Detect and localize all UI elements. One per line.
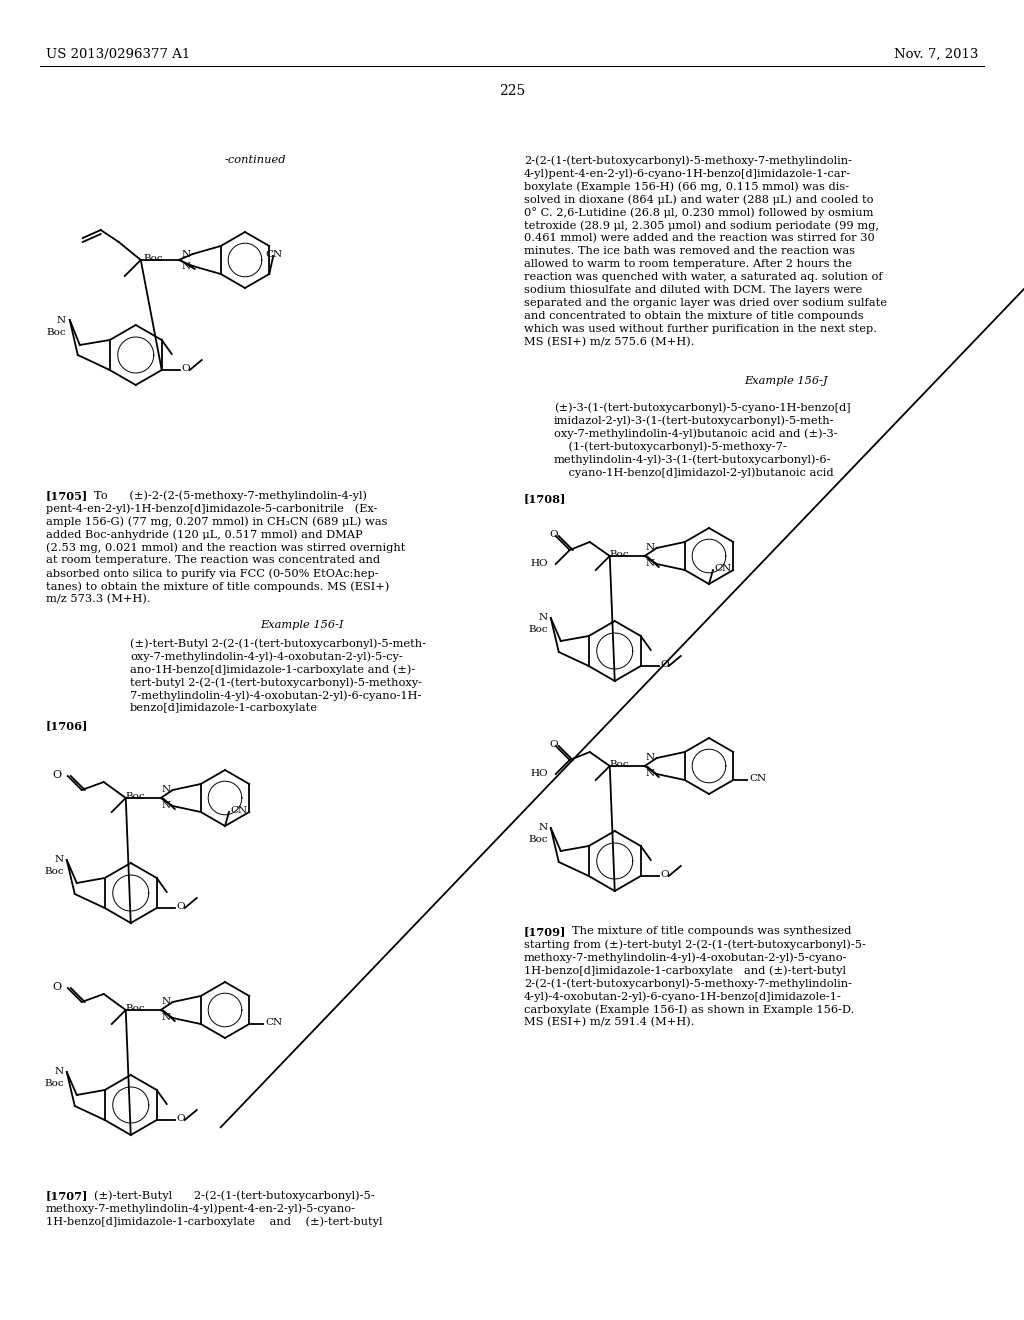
Text: N: N [54, 1067, 63, 1076]
Text: (2.53 mg, 0.021 mmol) and the reaction was stirred overnight: (2.53 mg, 0.021 mmol) and the reaction w… [46, 543, 406, 553]
Text: O: O [52, 982, 61, 993]
Text: N: N [162, 1012, 171, 1022]
Text: 4-yl)pent-4-en-2-yl)-6-cyano-1H-benzo[d]imidazole-1-car-: 4-yl)pent-4-en-2-yl)-6-cyano-1H-benzo[d]… [524, 168, 851, 178]
Text: O: O [660, 660, 670, 669]
Text: N: N [162, 785, 171, 795]
Text: CN: CN [265, 1018, 283, 1027]
Text: carboxylate (Example 156-I) as shown in Example 156-D.: carboxylate (Example 156-I) as shown in … [524, 1005, 854, 1015]
Text: N: N [645, 770, 654, 777]
Text: at room temperature. The reaction was concentrated and: at room temperature. The reaction was co… [46, 554, 380, 565]
Text: N: N [181, 249, 190, 259]
Text: N: N [645, 543, 654, 552]
Text: ample 156-G) (77 mg, 0.207 mmol) in CH₃CN (689 μL) was: ample 156-G) (77 mg, 0.207 mmol) in CH₃C… [46, 516, 387, 527]
Text: oxy-7-methylindolin-4-yl)-4-oxobutan-2-yl)-5-cy-: oxy-7-methylindolin-4-yl)-4-oxobutan-2-y… [130, 651, 402, 661]
Text: ano-1H-benzo[d]imidazole-1-carboxylate and (±)-: ano-1H-benzo[d]imidazole-1-carboxylate a… [130, 664, 416, 675]
Text: (1-(tert-butoxycarbonyl)-5-methoxy-7-: (1-(tert-butoxycarbonyl)-5-methoxy-7- [554, 441, 786, 451]
Text: CN: CN [265, 249, 283, 259]
Text: Example 156-I: Example 156-I [260, 620, 343, 630]
Text: HO: HO [530, 558, 548, 568]
Text: added Boc-anhydride (120 μL, 0.517 mmol) and DMAP: added Boc-anhydride (120 μL, 0.517 mmol)… [46, 529, 362, 540]
Text: -continued: -continued [224, 154, 286, 165]
Text: Boc: Boc [44, 867, 63, 876]
Text: absorbed onto silica to purify via FCC (0-50% EtOAc:hep-: absorbed onto silica to purify via FCC (… [46, 568, 379, 578]
Text: O: O [177, 1114, 185, 1123]
Text: solved in dioxane (864 μL) and water (288 μL) and cooled to: solved in dioxane (864 μL) and water (28… [524, 194, 873, 205]
Text: and concentrated to obtain the mixture of title compounds: and concentrated to obtain the mixture o… [524, 312, 863, 321]
Text: pent-4-en-2-yl)-1H-benzo[d]imidazole-5-carbonitrile   (Ex-: pent-4-en-2-yl)-1H-benzo[d]imidazole-5-c… [46, 503, 378, 513]
Text: Nov. 7, 2013: Nov. 7, 2013 [894, 48, 978, 61]
Text: which was used without further purification in the next step.: which was used without further purificat… [524, 323, 877, 334]
Text: Boc: Boc [125, 792, 144, 801]
Text: Boc: Boc [44, 1078, 63, 1088]
Text: Boc: Boc [46, 327, 66, 337]
Text: O: O [177, 902, 185, 911]
Text: (±)-3-(1-(tert-butoxycarbonyl)-5-cyano-1H-benzo[d]: (±)-3-(1-(tert-butoxycarbonyl)-5-cyano-1… [554, 403, 851, 413]
Text: Boc: Boc [528, 836, 548, 843]
Text: tanes) to obtain the mixture of title compounds. MS (ESI+): tanes) to obtain the mixture of title co… [46, 581, 389, 591]
Text: The mixture of title compounds was synthesized: The mixture of title compounds was synth… [572, 927, 851, 936]
Text: allowed to warm to room temperature. After 2 hours the: allowed to warm to room temperature. Aft… [524, 259, 852, 269]
Text: 0.461 mmol) were added and the reaction was stirred for 30: 0.461 mmol) were added and the reaction … [524, 234, 874, 243]
Text: O: O [181, 364, 190, 374]
Text: boxylate (Example 156-H) (66 mg, 0.115 mmol) was dis-: boxylate (Example 156-H) (66 mg, 0.115 m… [524, 181, 849, 191]
Text: CN: CN [750, 774, 766, 783]
Text: N: N [56, 315, 66, 325]
Text: tetroxide (28.9 μl, 2.305 μmol) and sodium periodate (99 mg,: tetroxide (28.9 μl, 2.305 μmol) and sodi… [524, 220, 879, 231]
Text: starting from (±)-tert-butyl 2-(2-(1-(tert-butoxycarbonyl)-5-: starting from (±)-tert-butyl 2-(2-(1-(te… [524, 939, 866, 949]
Text: [1708]: [1708] [524, 492, 566, 504]
Text: N: N [162, 997, 171, 1006]
Text: Boc: Boc [609, 550, 629, 558]
Text: minutes. The ice bath was removed and the reaction was: minutes. The ice bath was removed and th… [524, 246, 855, 256]
Text: O: O [550, 531, 558, 539]
Text: (±)-tert-Butyl 2-(2-(1-(tert-butoxycarbonyl)-5-meth-: (±)-tert-Butyl 2-(2-(1-(tert-butoxycarbo… [130, 638, 426, 648]
Text: 0° C. 2,6-Lutidine (26.8 μl, 0.230 mmol) followed by osmium: 0° C. 2,6-Lutidine (26.8 μl, 0.230 mmol)… [524, 207, 873, 218]
Text: O: O [550, 741, 558, 748]
Text: Boc: Boc [125, 1005, 144, 1012]
Text: Example 156-J: Example 156-J [744, 376, 827, 385]
Text: N: N [54, 855, 63, 865]
Text: cyano-1H-benzo[d]imidazol-2-yl)butanoic acid: cyano-1H-benzo[d]imidazol-2-yl)butanoic … [554, 467, 834, 478]
Text: imidazol-2-yl)-3-(1-(tert-butoxycarbonyl)-5-meth-: imidazol-2-yl)-3-(1-(tert-butoxycarbonyl… [554, 414, 835, 425]
Text: methylindolin-4-yl)-3-(1-(tert-butoxycarbonyl)-6-: methylindolin-4-yl)-3-(1-(tert-butoxycar… [554, 454, 831, 465]
Text: MS (ESI+) m/z 591.4 (M+H).: MS (ESI+) m/z 591.4 (M+H). [524, 1016, 694, 1027]
Text: CN: CN [714, 564, 731, 573]
Text: N: N [539, 612, 548, 622]
Text: 2-(2-(1-(tert-butoxycarbonyl)-5-methoxy-7-methylindolin-: 2-(2-(1-(tert-butoxycarbonyl)-5-methoxy-… [524, 978, 852, 989]
Text: N: N [539, 822, 548, 832]
Text: N: N [181, 261, 190, 271]
Text: (±)-tert-Butyl      2-(2-(1-(tert-butoxycarbonyl)-5-: (±)-tert-Butyl 2-(2-(1-(tert-butoxycarbo… [94, 1191, 375, 1201]
Text: US 2013/0296377 A1: US 2013/0296377 A1 [46, 48, 190, 61]
Text: 7-methylindolin-4-yl)-4-oxobutan-2-yl)-6-cyano-1H-: 7-methylindolin-4-yl)-4-oxobutan-2-yl)-6… [130, 690, 421, 701]
Text: To      (±)-2-(2-(5-methoxy-7-methylindolin-4-yl): To (±)-2-(2-(5-methoxy-7-methylindolin-4… [94, 490, 367, 500]
Text: 1H-benzo[d]imidazole-1-carboxylate    and    (±)-tert-butyl: 1H-benzo[d]imidazole-1-carboxylate and (… [46, 1216, 383, 1226]
Text: Boc: Boc [143, 253, 163, 263]
Text: 225: 225 [499, 84, 525, 98]
Text: benzo[d]imidazole-1-carboxylate: benzo[d]imidazole-1-carboxylate [130, 704, 318, 713]
Text: sodium thiosulfate and diluted with DCM. The layers were: sodium thiosulfate and diluted with DCM.… [524, 285, 862, 294]
Text: separated and the organic layer was dried over sodium sulfate: separated and the organic layer was drie… [524, 298, 887, 308]
Text: reaction was quenched with water, a saturated aq. solution of: reaction was quenched with water, a satu… [524, 272, 883, 282]
Text: 1H-benzo[d]imidazole-1-carboxylate   and (±)-tert-butyl: 1H-benzo[d]imidazole-1-carboxylate and (… [524, 965, 846, 975]
Text: CN: CN [230, 807, 247, 814]
Text: O: O [660, 870, 670, 879]
Text: 4-yl)-4-oxobutan-2-yl)-6-cyano-1H-benzo[d]imidazole-1-: 4-yl)-4-oxobutan-2-yl)-6-cyano-1H-benzo[… [524, 991, 842, 1002]
Text: 2-(2-(1-(tert-butoxycarbonyl)-5-methoxy-7-methylindolin-: 2-(2-(1-(tert-butoxycarbonyl)-5-methoxy-… [524, 154, 852, 165]
Text: N: N [645, 752, 654, 762]
Text: m/z 573.3 (M+H).: m/z 573.3 (M+H). [46, 594, 151, 605]
Text: oxy-7-methylindolin-4-yl)butanoic acid and (±)-3-: oxy-7-methylindolin-4-yl)butanoic acid a… [554, 428, 838, 438]
Text: MS (ESI+) m/z 575.6 (M+H).: MS (ESI+) m/z 575.6 (M+H). [524, 337, 694, 347]
Text: Boc: Boc [609, 760, 629, 770]
Text: Boc: Boc [528, 624, 548, 634]
Text: [1706]: [1706] [46, 719, 88, 731]
Text: methoxy-7-methylindolin-4-yl)-4-oxobutan-2-yl)-5-cyano-: methoxy-7-methylindolin-4-yl)-4-oxobutan… [524, 952, 848, 962]
Text: [1705]: [1705] [46, 490, 88, 502]
Text: [1709]: [1709] [524, 927, 566, 937]
Text: N: N [645, 558, 654, 568]
Text: HO: HO [530, 770, 548, 777]
Text: [1707]: [1707] [46, 1191, 88, 1201]
Text: O: O [52, 770, 61, 780]
Text: methoxy-7-methylindolin-4-yl)pent-4-en-2-yl)-5-cyano-: methoxy-7-methylindolin-4-yl)pent-4-en-2… [46, 1203, 356, 1213]
Text: N: N [162, 801, 171, 810]
Text: tert-butyl 2-(2-(1-(tert-butoxycarbonyl)-5-methoxy-: tert-butyl 2-(2-(1-(tert-butoxycarbonyl)… [130, 677, 422, 688]
